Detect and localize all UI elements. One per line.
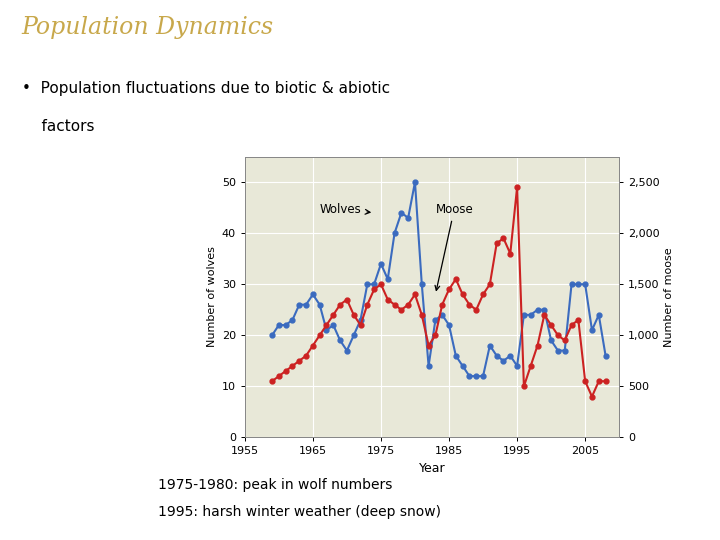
Y-axis label: Number of wolves: Number of wolves bbox=[207, 247, 217, 347]
Text: Moose: Moose bbox=[435, 202, 473, 291]
X-axis label: Year: Year bbox=[419, 462, 445, 475]
Text: factors: factors bbox=[22, 119, 94, 134]
Text: 1975-1980: peak in wolf numbers: 1975-1980: peak in wolf numbers bbox=[158, 478, 393, 492]
Text: 1995: harsh winter weather (deep snow): 1995: harsh winter weather (deep snow) bbox=[158, 505, 441, 519]
Text: Wolves: Wolves bbox=[320, 202, 370, 216]
Text: Population Dynamics: Population Dynamics bbox=[22, 16, 274, 39]
Y-axis label: Number of moose: Number of moose bbox=[664, 247, 674, 347]
Text: •  Population fluctuations due to biotic & abiotic: • Population fluctuations due to biotic … bbox=[22, 81, 390, 96]
